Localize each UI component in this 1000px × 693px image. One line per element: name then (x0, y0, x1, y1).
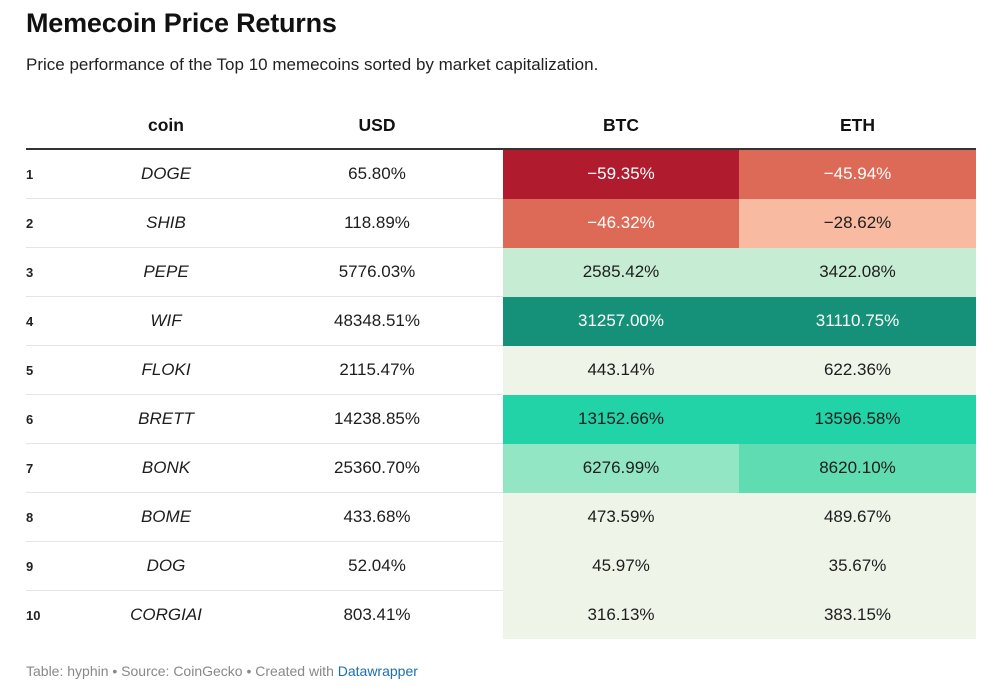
btc-return-cell: 473.59% (503, 492, 739, 542)
eth-return-cell: −45.94% (739, 149, 976, 199)
btc-return-cell: 6276.99% (503, 443, 739, 493)
coin-cell: PEPE (81, 247, 251, 297)
coin-cell: FLOKI (81, 345, 251, 395)
eth-return-cell: 13596.58% (739, 394, 976, 444)
table-row: 5 FLOKI 2115.47% 443.14% 622.36% (26, 345, 976, 395)
btc-return-cell: 45.97% (503, 541, 739, 591)
btc-return-cell: 13152.66% (503, 394, 739, 444)
coin-cell: CORGIAI (81, 590, 251, 639)
rank-cell: 4 (26, 296, 81, 346)
table-row: 7 BONK 25360.70% 6276.99% 8620.10% (26, 443, 976, 493)
header-coin: coin (81, 102, 251, 150)
usd-return-cell: 118.89% (251, 198, 503, 248)
btc-return-cell: −46.32% (503, 198, 739, 248)
table-row: 4 WIF 48348.51% 31257.00% 31110.75% (26, 296, 976, 346)
header-row: coin USD BTC ETH (26, 102, 976, 150)
rank-cell: 10 (26, 590, 81, 639)
coin-cell: BOME (81, 492, 251, 542)
btc-return-cell: 316.13% (503, 590, 739, 639)
rank-cell: 5 (26, 345, 81, 395)
rank-cell: 8 (26, 492, 81, 542)
coin-cell: BRETT (81, 394, 251, 444)
footer-text: Table: hyphin • Source: CoinGecko • Crea… (26, 663, 338, 679)
rank-cell: 7 (26, 443, 81, 493)
usd-return-cell: 803.41% (251, 590, 503, 639)
header-usd: USD (251, 102, 503, 150)
table-subtitle: Price performance of the Top 10 memecoin… (26, 55, 599, 74)
coin-cell: BONK (81, 443, 251, 493)
rank-cell: 9 (26, 541, 81, 591)
btc-return-cell: 443.14% (503, 345, 739, 395)
coin-cell: DOG (81, 541, 251, 591)
eth-return-cell: 489.67% (739, 492, 976, 542)
usd-return-cell: 5776.03% (251, 247, 503, 297)
table-row: 8 BOME 433.68% 473.59% 489.67% (26, 492, 976, 542)
btc-return-cell: 2585.42% (503, 247, 739, 297)
header-btc: BTC (503, 102, 739, 150)
table-row: 1 DOGE 65.80% −59.35% −45.94% (26, 149, 976, 199)
rank-cell: 2 (26, 198, 81, 248)
usd-return-cell: 433.68% (251, 492, 503, 542)
footer-credits: Table: hyphin • Source: CoinGecko • Crea… (26, 663, 418, 679)
coin-cell: SHIB (81, 198, 251, 248)
usd-return-cell: 2115.47% (251, 345, 503, 395)
header-eth: ETH (739, 102, 976, 150)
table-row: 2 SHIB 118.89% −46.32% −28.62% (26, 198, 976, 248)
table-row: 6 BRETT 14238.85% 13152.66% 13596.58% (26, 394, 976, 444)
eth-return-cell: 3422.08% (739, 247, 976, 297)
usd-return-cell: 25360.70% (251, 443, 503, 493)
table-row: 9 DOG 52.04% 45.97% 35.67% (26, 541, 976, 591)
usd-return-cell: 14238.85% (251, 394, 503, 444)
usd-return-cell: 52.04% (251, 541, 503, 591)
coin-cell: WIF (81, 296, 251, 346)
table-title: Memecoin Price Returns (26, 8, 337, 38)
eth-return-cell: 35.67% (739, 541, 976, 591)
eth-return-cell: 31110.75% (739, 296, 976, 346)
eth-return-cell: 8620.10% (739, 443, 976, 493)
eth-return-cell: 383.15% (739, 590, 976, 639)
datawrapper-link[interactable]: Datawrapper (337, 663, 418, 679)
rank-cell: 6 (26, 394, 81, 444)
usd-return-cell: 48348.51% (251, 296, 503, 346)
header-rank (26, 102, 81, 150)
memecoin-returns-table: coin USD BTC ETH 1 DOGE 65.80% −59.35% −45.9… (26, 102, 976, 639)
btc-return-cell: −59.35% (503, 149, 739, 199)
table-row: 10 CORGIAI 803.41% 316.13% 383.15% (26, 590, 976, 639)
coin-cell: DOGE (140, 164, 192, 183)
eth-return-cell: 622.36% (739, 345, 976, 395)
usd-return-cell: 65.80% (348, 164, 406, 183)
rank-cell: 1 (26, 166, 34, 182)
rank-cell: 3 (26, 247, 81, 297)
table-body: 1 DOGE 65.80% −59.35% −45.94% 2 SHIB 118.89% −46… (26, 149, 976, 639)
eth-return-cell: −28.62% (739, 198, 976, 248)
table-row: 3 PEPE 5776.03% 2585.42% 3422.08% (26, 247, 976, 297)
btc-return-cell: 31257.00% (503, 296, 739, 346)
